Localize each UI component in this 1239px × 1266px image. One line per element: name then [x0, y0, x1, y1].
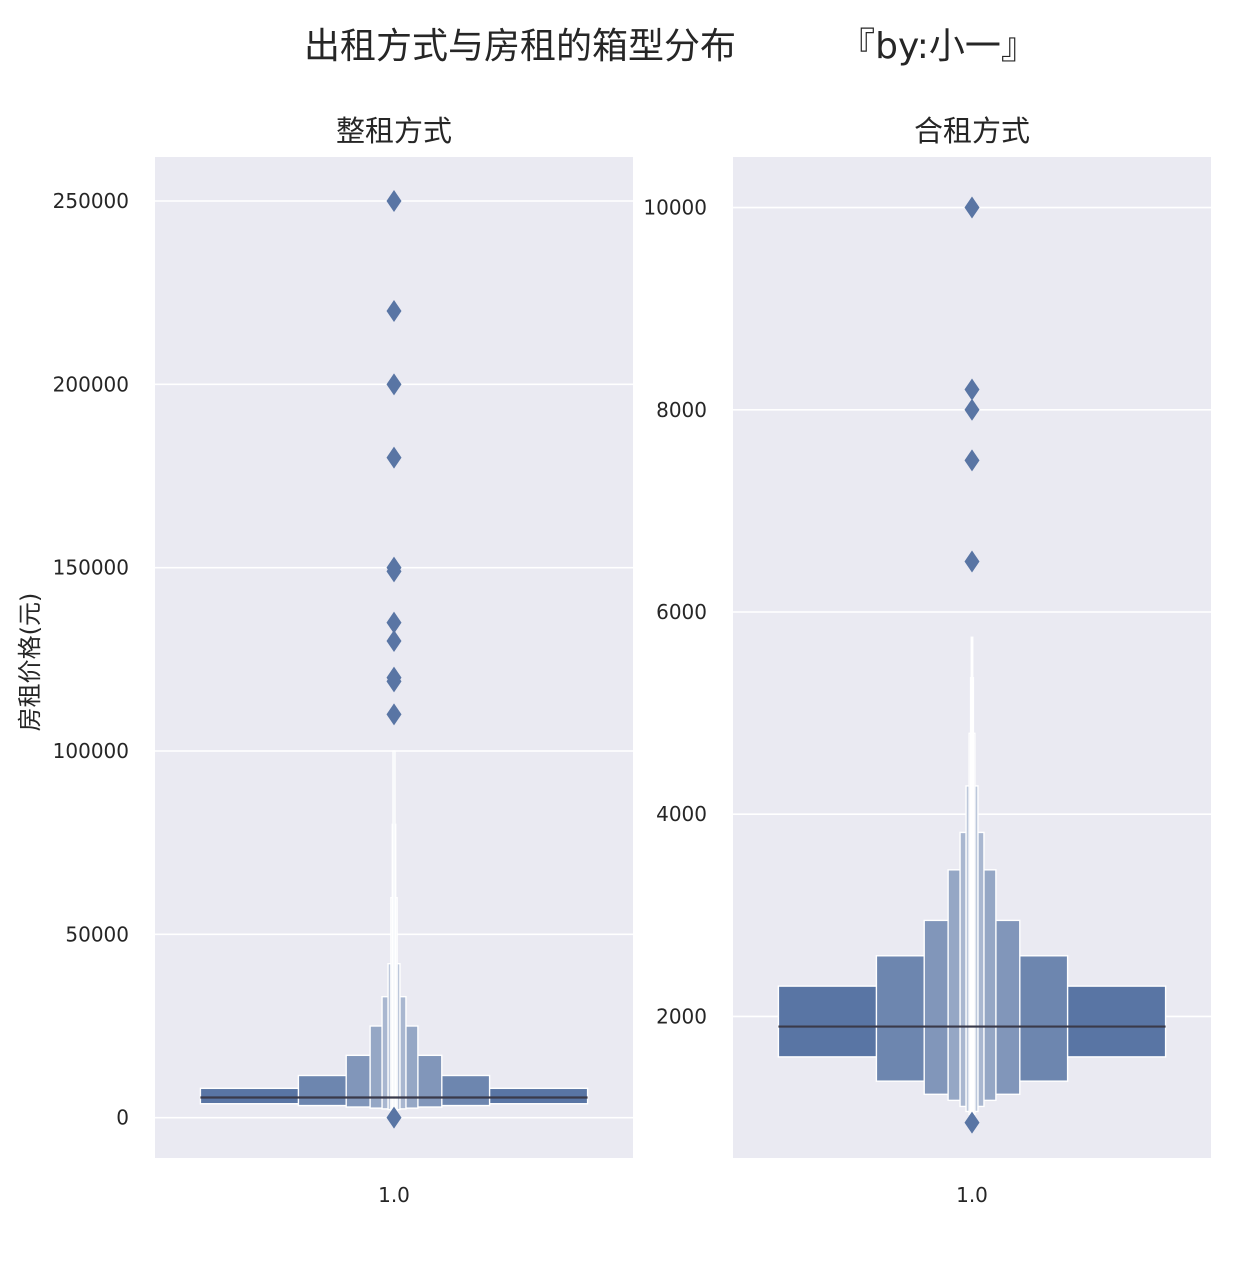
x-tick-label: 1.0 — [378, 1183, 410, 1207]
outlier-points — [386, 190, 402, 1129]
y-tick-label: 10000 — [643, 196, 707, 220]
boxen-box — [970, 636, 974, 1119]
y-tick-label: 50000 — [65, 922, 129, 946]
outlier-marker — [386, 703, 402, 726]
outlier-marker — [386, 611, 402, 634]
y-tick-label: 150000 — [53, 556, 129, 580]
outlier-marker — [386, 446, 402, 469]
x-tick-label: 1.0 — [956, 1183, 988, 1207]
outlier-marker — [964, 196, 980, 219]
subplot-title: 合租方式 — [914, 114, 1030, 148]
y-tick-label: 250000 — [53, 189, 129, 213]
boxen-box — [392, 750, 396, 1113]
outlier-points — [964, 196, 980, 1134]
y-axis-label: 房租价格(元) — [16, 593, 44, 732]
figure-title: 出租方式与房租的箱型分布 — [304, 26, 736, 67]
outlier-marker — [964, 449, 980, 472]
outlier-marker — [964, 398, 980, 421]
y-tick-label: 6000 — [656, 600, 707, 624]
y-tick-labels: 0 50000 100000 150000 200000 250000 — [53, 189, 129, 1130]
y-tick-label: 2000 — [656, 1004, 707, 1028]
outlier-marker — [386, 630, 402, 652]
boxen-boxes — [199, 750, 589, 1113]
figure-author: 『by:小一』 — [839, 26, 1037, 67]
subplot-title: 整租方式 — [336, 114, 452, 148]
outlier-marker — [386, 373, 402, 396]
outlier-marker — [964, 1111, 980, 1134]
panel-shared-rent: 2000 4000 6000 8000 10000 合租方式 1.0 — [643, 114, 1211, 1207]
y-tick-label: 0 — [116, 1106, 129, 1130]
outlier-marker — [964, 550, 980, 573]
y-tick-label: 100000 — [53, 739, 129, 763]
panel-whole-rent: 0 50000 100000 150000 200000 250000 整租方式 1.0 — [53, 114, 633, 1207]
outlier-marker — [386, 190, 402, 212]
outlier-marker — [386, 300, 402, 322]
y-tick-label: 4000 — [656, 802, 707, 826]
outlier-marker — [386, 1106, 402, 1129]
boxen-boxes — [777, 636, 1167, 1119]
y-tick-label: 8000 — [656, 398, 707, 422]
outlier-marker — [386, 670, 402, 693]
outlier-marker — [964, 378, 980, 401]
outlier-marker — [386, 560, 402, 583]
y-tick-labels: 2000 4000 6000 8000 10000 — [643, 196, 707, 1029]
y-tick-label: 200000 — [53, 372, 129, 396]
